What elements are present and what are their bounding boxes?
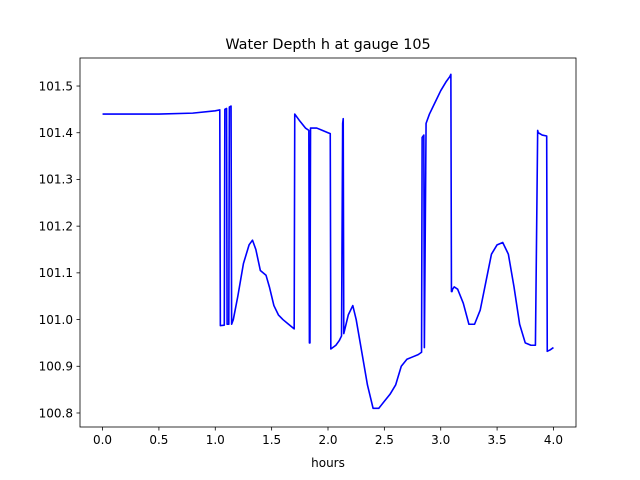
x-tick-label: 4.0 bbox=[544, 433, 563, 447]
x-tick-label: 0.5 bbox=[149, 433, 168, 447]
series-line-0 bbox=[102, 73, 554, 410]
x-tick-label: 0.0 bbox=[93, 433, 112, 447]
chart-title: Water Depth h at gauge 105 bbox=[225, 37, 430, 53]
x-tick-label: 1.5 bbox=[262, 433, 281, 447]
y-axis: 100.8 100.9 101.0 101.1 101.2 101.3 101.4 101.5 bbox=[39, 79, 80, 420]
y-tick-label: 101.5 bbox=[39, 79, 73, 93]
y-tick-label: 101.2 bbox=[39, 219, 73, 233]
line-layer bbox=[102, 73, 554, 410]
y-tick-label: 101.1 bbox=[39, 266, 73, 280]
x-tick-label: 2.0 bbox=[318, 433, 337, 447]
x-axis: 0.0 0.5 1.0 1.5 2.0 2.5 3.0 3.5 4.0 bbox=[93, 427, 563, 447]
x-tick-label: 1.0 bbox=[206, 433, 225, 447]
y-tick-label: 100.8 bbox=[39, 406, 73, 420]
y-tick-label: 101.0 bbox=[39, 313, 73, 327]
y-tick-label: 101.3 bbox=[39, 173, 73, 187]
y-tick-label: 100.9 bbox=[39, 360, 73, 374]
x-axis-label: hours bbox=[311, 456, 345, 470]
y-tick-label: 101.4 bbox=[39, 126, 73, 140]
x-tick-label: 3.5 bbox=[488, 433, 507, 447]
x-tick-label: 2.5 bbox=[375, 433, 394, 447]
x-tick-label: 3.0 bbox=[431, 433, 450, 447]
